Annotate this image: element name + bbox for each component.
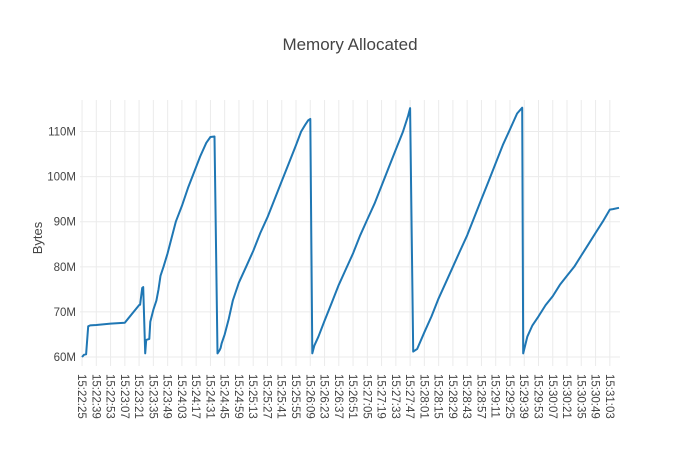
- x-tick-label: 15:25:55: [289, 374, 301, 419]
- x-tick-label: 15:29:11: [489, 374, 501, 418]
- x-tick-label: 15:28:57: [474, 374, 486, 419]
- series-layer: [81, 106, 620, 358]
- x-tick-label: 15:23:49: [161, 374, 173, 419]
- x-tick-label: 15:26:09: [303, 374, 315, 419]
- x-tick-label: 15:27:19: [375, 374, 387, 419]
- x-tick-label: 15:27:33: [389, 374, 401, 419]
- x-tick-label: 15:28:15: [432, 374, 444, 419]
- x-tick-label: 15:30:21: [560, 374, 572, 419]
- x-tick-label: 15:30:35: [574, 374, 586, 419]
- x-tick-label: 15:25:13: [246, 374, 258, 419]
- x-tick-label: 15:23:21: [132, 374, 144, 419]
- x-tick-label: 15:24:31: [203, 374, 215, 419]
- y-tick-label: 90M: [54, 217, 76, 229]
- x-tick-label: 15:24:17: [189, 374, 201, 419]
- x-tick-label: 15:24:59: [232, 374, 244, 419]
- x-tick-label: 15:29:25: [503, 374, 515, 419]
- x-tick-label: 15:27:05: [360, 374, 372, 419]
- y-tick-label: 80M: [54, 262, 76, 274]
- x-tick-label: 15:23:35: [146, 374, 158, 419]
- y-axis-ticks: 60M 70M 80M 90M 100M 110M: [47, 127, 76, 364]
- x-tick-label: 15:26:51: [346, 374, 358, 419]
- x-tick-label: 15:25:41: [275, 374, 287, 419]
- x-tick-label: 15:23:07: [118, 374, 130, 419]
- x-tick-label: 15:22:39: [89, 374, 101, 419]
- x-tick-label: 15:30:07: [546, 374, 558, 419]
- y-tick-label: 110M: [48, 127, 76, 139]
- y-tick-label: 60M: [54, 352, 76, 364]
- grid-layer: [80, 100, 620, 366]
- x-tick-label: 15:29:53: [531, 374, 543, 419]
- x-tick-label: 15:31:03: [603, 374, 615, 419]
- x-tick-label: 15:27:47: [403, 374, 415, 419]
- x-tick-label: 15:30:49: [589, 374, 601, 419]
- y-tick-label: 100M: [47, 172, 76, 184]
- x-tick-label: 15:28:01: [417, 374, 429, 419]
- chart-title: Memory Allocated: [282, 35, 417, 54]
- series-line: [81, 106, 620, 358]
- x-tick-label: 15:25:27: [260, 374, 272, 419]
- x-tick-label: 15:29:39: [517, 374, 529, 419]
- x-tick-label: 15:22:53: [104, 374, 116, 419]
- x-tick-label: 15:28:29: [446, 374, 458, 419]
- x-tick-label: 15:24:45: [218, 374, 230, 419]
- y-tick-label: 70M: [54, 307, 76, 319]
- x-tick-label: 15:24:03: [175, 374, 187, 419]
- x-tick-label: 15:26:23: [318, 374, 330, 419]
- x-tick-label: 15:26:37: [332, 374, 344, 419]
- y-axis-label: Bytes: [30, 221, 45, 254]
- x-tick-label: 15:28:43: [460, 374, 472, 419]
- x-axis-ticks: 15:22:25 15:22:39 15:22:53 15:23:07 15:23:21…: [75, 374, 615, 419]
- x-tick-label: 15:22:25: [75, 374, 87, 419]
